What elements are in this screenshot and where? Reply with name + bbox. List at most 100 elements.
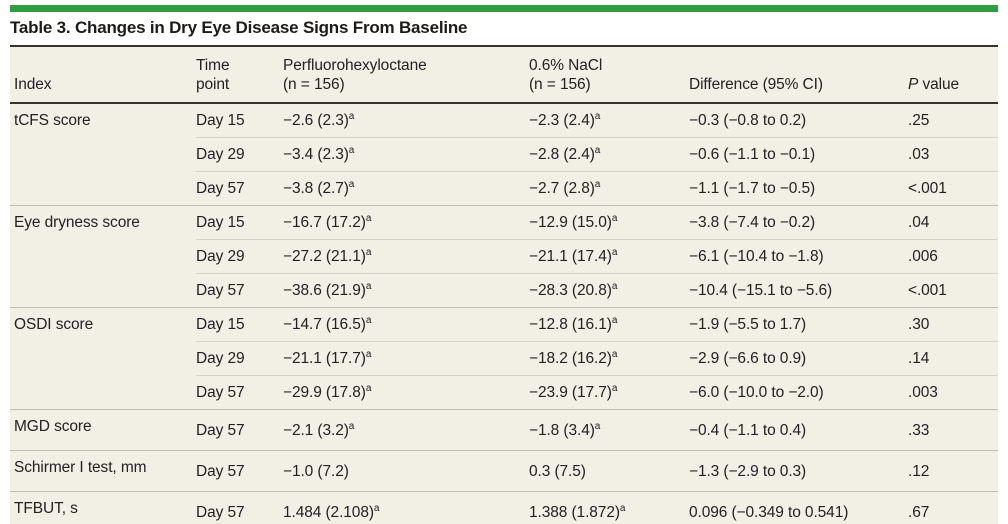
cell-nacl: −12.9 (15.0)a: [529, 205, 689, 240]
cell-time-point: Day 57: [196, 491, 283, 524]
footnote-marker-a: a: [348, 420, 355, 432]
cell-time-point: Day 57: [196, 273, 283, 308]
cell-perfluorohexyloctane: −38.6 (21.9)a: [283, 273, 529, 308]
footnote-marker-a: a: [611, 382, 618, 394]
p-value-label-rest: value: [918, 76, 960, 93]
cell-p-value: .30: [908, 307, 998, 342]
cell-p-value: .03: [908, 137, 998, 172]
cell-p-value: <.001: [908, 171, 998, 206]
cell-difference: −10.4 (−15.1 to −5.6): [689, 273, 908, 308]
accent-bar: [10, 5, 998, 12]
table-row: Day 29 −3.4 (2.3)a −2.8 (2.4)a −0.6 (−1.1 t…: [10, 137, 998, 172]
cell-index: OSDI score: [10, 307, 196, 410]
p-value-italic-p: P: [908, 76, 919, 93]
col-header-perfluorohexyloctane: Perfluorohexyloctane (n = 156): [283, 46, 529, 104]
cell-nacl: −23.9 (17.7)a: [529, 375, 689, 410]
row-group: OSDI score Day 15 −14.7 (16.5)a −12.8 (16.1…: [10, 307, 998, 410]
cell-time-point: Day 57: [196, 375, 283, 410]
row-group: Eye dryness score Day 15 −16.7 (17.2)a −12.…: [10, 205, 998, 308]
footnote-marker-a: a: [365, 212, 372, 224]
cell-p-value: .67: [908, 491, 998, 524]
table-row: Day 57 −29.9 (17.8)a −23.9 (17.7)a −6.0 (−1…: [10, 375, 998, 410]
col-header-difference: Difference (95% CI): [689, 46, 908, 104]
cell-difference: −1.3 (−2.9 to 0.3): [689, 450, 908, 492]
cell-time-point: Day 15: [196, 205, 283, 240]
cell-perfluorohexyloctane: −2.1 (3.2)a: [283, 409, 529, 451]
cell-nacl: −2.7 (2.8)a: [529, 171, 689, 206]
cell-p-value: .33: [908, 409, 998, 451]
cell-index: tCFS score: [10, 102, 196, 206]
cell-perfluorohexyloctane: −21.1 (17.7)a: [283, 341, 529, 376]
table-row: Day 29 −27.2 (21.1)a −21.1 (17.4)a −6.1 (−1…: [10, 239, 998, 274]
footnote-marker-a: a: [594, 178, 601, 190]
cell-nacl: 1.388 (1.872)a: [529, 491, 689, 524]
cell-time-point: Day 57: [196, 409, 283, 451]
cell-nacl: −2.8 (2.4)a: [529, 137, 689, 172]
footnote-marker-a: a: [348, 178, 355, 190]
cell-difference: −6.1 (−10.4 to −1.8): [689, 239, 908, 274]
footnote-marker-a: a: [365, 280, 372, 292]
col-header-index: Index: [10, 46, 196, 104]
footnote-marker-a: a: [619, 502, 626, 514]
cell-p-value: <.001: [908, 273, 998, 308]
cell-perfluorohexyloctane: −27.2 (21.1)a: [283, 239, 529, 274]
cell-difference: −6.0 (−10.0 to −2.0): [689, 375, 908, 410]
cell-time-point: Day 57: [196, 450, 283, 492]
cell-index: Eye dryness score: [10, 205, 196, 308]
cell-perfluorohexyloctane: −1.0 (7.2): [283, 450, 529, 492]
table-row: Day 57 −38.6 (21.9)a −28.3 (20.8)a −10.4 (−…: [10, 273, 998, 308]
table-row: MGD score Day 57 −2.1 (3.2)a −1.8 (3.4)a −0.…: [10, 409, 998, 451]
cell-difference: −1.1 (−1.7 to −0.5): [689, 171, 908, 206]
cell-index: MGD score: [10, 409, 196, 451]
table-title: Table 3. Changes in Dry Eye Disease Sign…: [10, 18, 468, 37]
cell-nacl: −12.8 (16.1)a: [529, 307, 689, 342]
row-group: TFBUT, s Day 57 1.484 (2.108)a 1.388 (1.872…: [10, 491, 998, 524]
cell-nacl: −21.1 (17.4)a: [529, 239, 689, 274]
footnote-marker-a: a: [365, 382, 372, 394]
cell-time-point: Day 57: [196, 171, 283, 206]
cell-nacl: −2.3 (2.4)a: [529, 102, 689, 138]
cell-perfluorohexyloctane: −29.9 (17.8)a: [283, 375, 529, 410]
cell-time-point: Day 29: [196, 341, 283, 376]
row-group: MGD score Day 57 −2.1 (3.2)a −1.8 (3.4)a −0.…: [10, 409, 998, 451]
cell-perfluorohexyloctane: −3.8 (2.7)a: [283, 171, 529, 206]
cell-nacl: −1.8 (3.4)a: [529, 409, 689, 451]
footnote-marker-a: a: [611, 348, 618, 360]
results-table: Index Time point Perfluorohexyloctane (n…: [10, 45, 998, 524]
cell-nacl: 0.3 (7.5): [529, 450, 689, 492]
cell-p-value: .003: [908, 375, 998, 410]
cell-perfluorohexyloctane: −3.4 (2.3)a: [283, 137, 529, 172]
footnote-marker-a: a: [611, 280, 618, 292]
table-row: Schirmer I test, mm Day 57 −1.0 (7.2) 0.3 (…: [10, 450, 998, 492]
footnote-marker-a: a: [594, 110, 601, 122]
footnote-marker-a: a: [611, 314, 618, 326]
footnote-marker-a: a: [611, 212, 618, 224]
header-row: Index Time point Perfluorohexyloctane (n…: [10, 46, 998, 104]
table-row: Day 29 −21.1 (17.7)a −18.2 (16.2)a −2.9 (−6…: [10, 341, 998, 376]
col-header-time-point: Time point: [196, 46, 283, 104]
footnote-marker-a: a: [373, 502, 380, 514]
cell-difference: −1.9 (−5.5 to 1.7): [689, 307, 908, 342]
footnote-marker-a: a: [348, 144, 355, 156]
footnote-marker-a: a: [611, 246, 618, 258]
cell-difference: −2.9 (−6.6 to 0.9): [689, 341, 908, 376]
table-row: Eye dryness score Day 15 −16.7 (17.2)a −12.…: [10, 205, 998, 308]
cell-p-value: .14: [908, 341, 998, 376]
cell-index: Schirmer I test, mm: [10, 450, 196, 492]
footnote-marker-a: a: [594, 420, 601, 432]
cell-p-value: .12: [908, 450, 998, 492]
table-row: OSDI score Day 15 −14.7 (16.5)a −12.8 (16.1…: [10, 307, 998, 410]
cell-perfluorohexyloctane: −14.7 (16.5)a: [283, 307, 529, 342]
cell-perfluorohexyloctane: −2.6 (2.3)a: [283, 102, 529, 138]
cell-nacl: −28.3 (20.8)a: [529, 273, 689, 308]
cell-time-point: Day 29: [196, 137, 283, 172]
footnote-marker-a: a: [594, 144, 601, 156]
table-row: tCFS score Day 15 −2.6 (2.3)a −2.3 (2.4)a −0…: [10, 102, 998, 206]
cell-nacl: −18.2 (16.2)a: [529, 341, 689, 376]
footnote-marker-a: a: [365, 314, 372, 326]
cell-difference: −0.4 (−1.1 to 0.4): [689, 409, 908, 451]
row-group: Schirmer I test, mm Day 57 −1.0 (7.2) 0.3 (…: [10, 450, 998, 492]
row-group: tCFS score Day 15 −2.6 (2.3)a −2.3 (2.4)a −0…: [10, 102, 998, 206]
cell-p-value: .25: [908, 102, 998, 138]
